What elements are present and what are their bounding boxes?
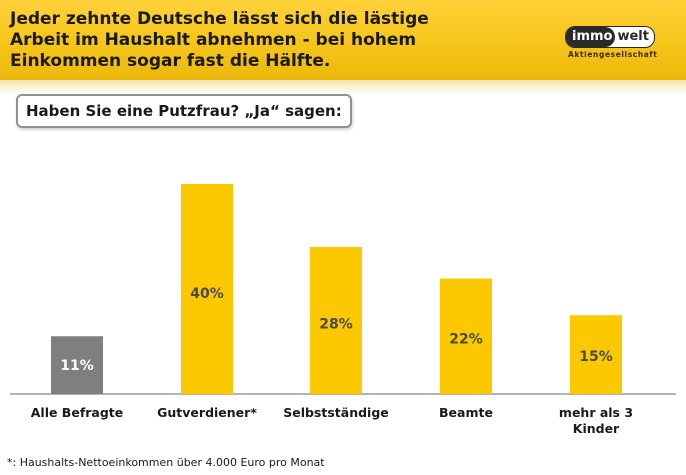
headline: Jeder zehnte Deutsche lässt sich die läs… [10, 9, 429, 71]
data-label-gutverdiener: 40% [190, 286, 224, 302]
question-box: Haben Sie eine Putzfrau? „Ja“ sagen: [16, 94, 352, 128]
bar-gutverdiener [181, 184, 233, 394]
header-shadow [0, 80, 686, 94]
bar-beamte [440, 278, 492, 394]
bar-selbstständige [310, 247, 362, 394]
bar-alle-befragte [51, 336, 103, 394]
data-label-selbstständige: 28% [319, 316, 353, 332]
immowelt-logo: immo welt Aktiengesellschaft [565, 26, 675, 64]
category-label-mehr-als-3-kinder: mehr als 3 Kinder [558, 405, 634, 436]
category-label-gutverdiener: Gutverdiener* [157, 405, 257, 420]
category-label-beamte: Beamte [439, 405, 493, 420]
category-label-alle-befragte: Alle Befragte [30, 405, 124, 420]
category-label-selbstständige: Selbstständige [283, 405, 389, 420]
data-label-beamte: 22% [449, 332, 483, 348]
logo-wordmark: immo welt [565, 26, 655, 48]
data-label-alle-befragte: 11% [60, 358, 94, 374]
bar-mehr-als-3-kinder [570, 315, 622, 394]
logo-tagline: Aktiengesellschaft [568, 50, 658, 59]
logo-welt: welt [617, 29, 649, 44]
logo-immo: immo [566, 27, 616, 47]
footnote: *: Haushalts-Nettoeinkommen über 4.000 E… [7, 456, 325, 469]
data-label-mehr-als-3-kinder: 15% [579, 349, 613, 365]
